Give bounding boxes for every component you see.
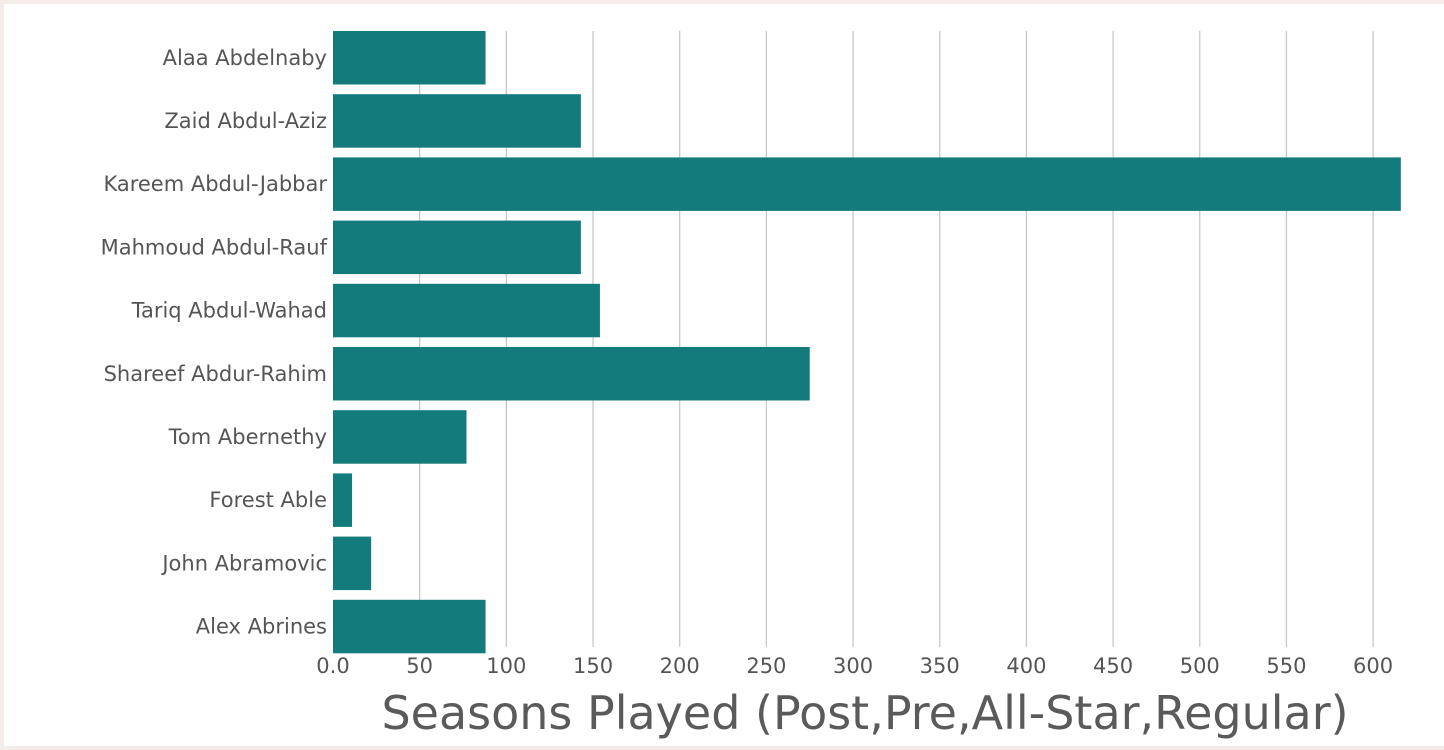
category-label: Mahmoud Abdul-Rauf <box>101 235 328 259</box>
bar <box>333 410 467 464</box>
category-label: Forest Able <box>209 488 327 512</box>
x-tick-label: 300 <box>833 654 873 678</box>
bar <box>333 157 1401 211</box>
x-tick-label: 500 <box>1180 654 1220 678</box>
bar <box>333 220 581 275</box>
x-tick-label: 400 <box>1006 654 1046 678</box>
x-tick-label: 150 <box>573 654 613 678</box>
bar <box>333 473 353 527</box>
bar <box>333 283 600 338</box>
bars <box>333 31 1401 654</box>
x-tick-label: 350 <box>920 654 960 678</box>
bar <box>333 347 810 401</box>
gridlines <box>419 31 1374 647</box>
bar <box>333 599 486 654</box>
x-tick-label: 200 <box>660 654 700 678</box>
category-label: Zaid Abdul-Aziz <box>164 109 327 133</box>
x-tick-label: 50 <box>406 654 433 678</box>
category-label: Kareem Abdul-Jabbar <box>103 172 327 196</box>
category-label: Alaa Abdelnaby <box>163 46 327 70</box>
x-tick-label: 450 <box>1093 654 1133 678</box>
x-axis-title: Seasons Played (Post,Pre,All-Star,Regula… <box>381 686 1348 740</box>
category-label: Shareef Abdur-Rahim <box>104 362 327 386</box>
bar <box>333 94 581 148</box>
bar <box>333 31 486 85</box>
category-label: Tom Abernethy <box>168 425 327 449</box>
x-tick-label: 250 <box>746 654 786 678</box>
x-tick-label: 0.0 <box>316 654 349 678</box>
x-tick-label: 550 <box>1266 654 1306 678</box>
x-tick-label: 100 <box>486 654 526 678</box>
category-label: Alex Abrines <box>196 615 327 639</box>
x-tick-label: 600 <box>1353 654 1393 678</box>
category-label: Tariq Abdul-Wahad <box>131 299 327 323</box>
category-label: John Abramovic <box>160 551 327 575</box>
x-tick-labels: 0.0 50 100 150 200 250 300 350 400 450 500 550 600 <box>316 654 1393 678</box>
category-labels: Alaa Abdelnaby Zaid Abdul-Aziz Kareem Abdu… <box>101 46 328 639</box>
bar <box>333 536 372 591</box>
